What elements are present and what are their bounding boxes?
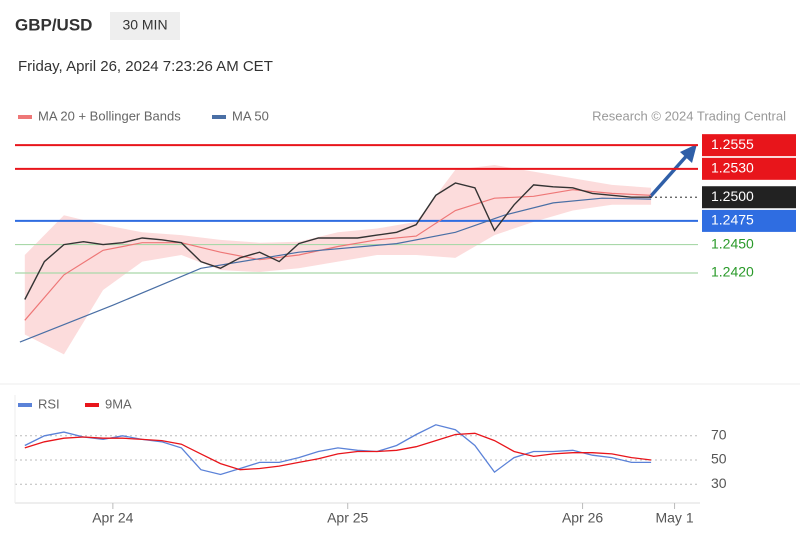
level-label-box bbox=[702, 209, 796, 232]
level-label-box bbox=[702, 134, 796, 157]
target-arrow bbox=[648, 150, 692, 199]
level-label: 1.2450 bbox=[711, 235, 754, 251]
y-tick-label: 70 bbox=[711, 426, 727, 442]
series-line bbox=[24, 432, 652, 471]
legend-swatch bbox=[18, 115, 32, 119]
x-tick-label: Apr 24 bbox=[92, 510, 133, 526]
level-label: 1.2475 bbox=[711, 212, 754, 228]
bollinger-band bbox=[24, 165, 652, 355]
x-tick-label: Apr 26 bbox=[562, 510, 603, 526]
level-label-box bbox=[702, 157, 796, 180]
series-line bbox=[24, 424, 652, 476]
y-tick-label: 50 bbox=[711, 451, 727, 467]
datetime: Friday, April 26, 2024 7:23:26 AM CET bbox=[18, 58, 273, 75]
x-tick-label: May 1 bbox=[655, 510, 693, 526]
series-line bbox=[24, 182, 652, 300]
legend-label: 9MA bbox=[105, 396, 132, 411]
legend-swatch bbox=[18, 403, 32, 407]
symbol: GBP/USD bbox=[15, 15, 92, 34]
series-line bbox=[24, 189, 652, 321]
level-label: 1.2530 bbox=[711, 160, 754, 176]
legend-label: RSI bbox=[38, 396, 60, 411]
legend-swatch bbox=[212, 115, 226, 119]
level-label: 1.2500 bbox=[711, 188, 754, 204]
interval: 30 MIN bbox=[122, 17, 167, 33]
level-label: 1.2555 bbox=[711, 136, 754, 152]
level-label: 1.2420 bbox=[711, 264, 754, 280]
legend-label: MA 50 bbox=[232, 108, 269, 123]
interval-badge bbox=[110, 12, 180, 40]
level-label-box bbox=[702, 186, 796, 209]
target-arrowhead bbox=[680, 144, 697, 163]
x-tick-label: Apr 25 bbox=[327, 510, 368, 526]
legend-label: MA 20 + Bollinger Bands bbox=[38, 108, 181, 123]
y-tick-label: 30 bbox=[711, 475, 727, 491]
series-line bbox=[19, 197, 652, 343]
legend-swatch bbox=[85, 403, 99, 407]
credit: Research © 2024 Trading Central bbox=[592, 108, 786, 123]
